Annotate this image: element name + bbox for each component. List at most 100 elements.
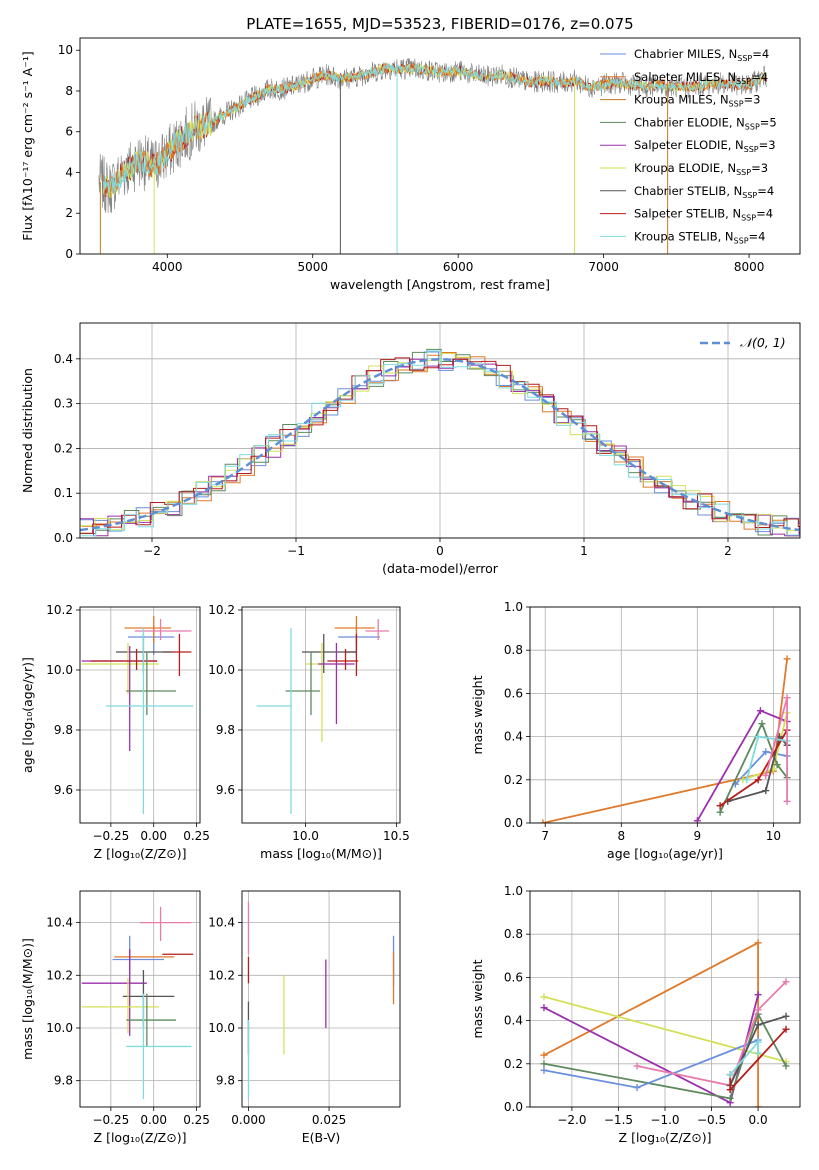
weight-line (719, 721, 788, 813)
y-tick-label: 0.6 (504, 686, 523, 700)
x-tick-label: 8 (617, 829, 625, 843)
plot-area-residuals (80, 348, 800, 537)
legend-label: Salpeter ELODIE, NSSP=3 (634, 138, 776, 154)
x-tick-label: −1.5 (604, 1113, 633, 1127)
x-tick-label: 7 (541, 829, 549, 843)
plot-area-weight-vs-Z (540, 939, 790, 1107)
legend-label: Chabrier ELODIE, NSSP=5 (634, 115, 777, 131)
y-tick-label: 9.6 (216, 783, 235, 797)
y-tick-label: 0.4 (504, 730, 523, 744)
legend-label: Salpeter MILES, NSSP=4 (634, 70, 768, 86)
y-tick-label: 10.4 (46, 916, 73, 930)
y-tick-label: 10.2 (46, 603, 73, 617)
x-axis-label: mass [log₁₀(M/M⊙)] (260, 846, 382, 861)
y-tick-label: 9.8 (54, 1074, 73, 1088)
x-tick-label: 7000 (588, 260, 619, 274)
y-tick-label: 6 (65, 125, 73, 139)
x-tick-label: 6000 (443, 260, 474, 274)
x-tick-label: −0.25 (92, 829, 129, 843)
x-tick-label: 0.00 (140, 829, 167, 843)
y-tick-label: 9.8 (54, 723, 73, 737)
y-tick-label: 0.4 (504, 1014, 523, 1028)
y-tick-label: 0.6 (504, 970, 523, 984)
x-tick-label: 5000 (297, 260, 328, 274)
y-tick-label: 10.2 (46, 968, 73, 982)
x-tick-label: −2.0 (557, 1113, 586, 1127)
axes-mass-vs-Z: −0.25 0.00 0.25 9.8 10.0 10.2 10.4 Z [log₁₀(Z/Z… (20, 890, 210, 1145)
y-tick-label: 10.0 (208, 663, 235, 677)
x-tick-label: −0.5 (697, 1113, 726, 1127)
plot-area-spectrum (98, 58, 767, 254)
axes-spectrum: 4000 5000 6000 7000 8000 0 2 4 6 8 10 wavelength [A… (20, 37, 801, 292)
plot-area-mass-vs-EBV (247, 901, 395, 1100)
y-tick-label: 0.2 (504, 1057, 523, 1071)
y-tick-label: 4 (65, 165, 73, 179)
y-tick-label: 2 (65, 206, 73, 220)
plot-area-weight-vs-age (539, 655, 791, 823)
y-axis-label: Flux [fλ10⁻¹⁷ erg cm⁻² s⁻¹ A⁻¹] (20, 51, 35, 240)
legend-label: Kroupa ELODIE, NSSP=3 (634, 161, 768, 177)
y-tick-label: 8 (65, 84, 73, 98)
x-axis-label: Z [log₁₀(Z/Z⊙)] (94, 846, 187, 861)
y-tick-label: 0.8 (504, 927, 523, 941)
spectrum-model-line (102, 62, 767, 195)
spectrum-model-line (102, 62, 767, 199)
y-tick-label: 9.8 (216, 1074, 235, 1088)
x-axis-label: (data-model)/error (382, 561, 499, 576)
x-tick-label: −2 (143, 544, 161, 558)
legend-label: Chabrier STELIB, NSSP=4 (634, 184, 774, 200)
y-tick-label: 0.0 (504, 1100, 523, 1114)
x-axis-label: wavelength [Angstrom, rest frame] (330, 277, 550, 292)
x-axis-label: E(B-V) (302, 1130, 341, 1145)
x-tick-label: 0.0 (749, 1113, 768, 1127)
x-tick-label: 0.25 (183, 1113, 210, 1127)
histogram-step (80, 358, 800, 537)
y-tick-label: 0.8 (504, 643, 523, 657)
axes-frame (241, 606, 401, 824)
axes-residuals: −2 −1 0 1 2 0.0 0.1 0.2 0.3 0.4 (data-model)/error… (20, 322, 801, 576)
x-tick-label: 9 (694, 829, 702, 843)
histogram-step (81, 348, 800, 537)
spectrum-model-line (102, 62, 767, 196)
x-tick-label: 0.025 (312, 1113, 346, 1127)
y-tick-label: 0 (65, 247, 73, 261)
y-tick-label: 0.2 (504, 773, 523, 787)
axes-age-vs-Z: −0.25 0.00 0.25 9.6 9.8 10.0 10.2 Z [log₁₀(Z/Z⊙… (20, 603, 210, 861)
x-tick-label: 1 (580, 544, 588, 558)
y-axis-label: mass [log₁₀(M/M⊙)] (20, 938, 35, 1060)
y-tick-label: 0.0 (54, 531, 73, 545)
axes-frame (79, 37, 801, 255)
figure-title: PLATE=1655, MJD=53523, FIBERID=0176, z=0… (246, 15, 633, 33)
y-axis-label: mass weight (470, 959, 485, 1038)
y-tick-label: 0.3 (54, 397, 73, 411)
x-tick-label: 4000 (152, 260, 183, 274)
axes-frame (241, 890, 401, 1108)
y-tick-label: 10.2 (208, 603, 235, 617)
axes-frame (79, 606, 201, 824)
y-tick-label: 1.0 (504, 600, 523, 614)
y-tick-label: 0.0 (504, 816, 523, 830)
legend-label: Kroupa MILES, NSSP=3 (634, 93, 760, 109)
legend-label: Kroupa STELIB, NSSP=4 (634, 229, 765, 245)
y-tick-label: 0.2 (54, 441, 73, 455)
y-tick-label: 10.0 (208, 1021, 235, 1035)
axes-weight-vs-Z: −2.0 −1.5 −1.0 −0.5 0.0 0.0 0.2 0.4 0.6 0.8 1.0 Z [… (470, 884, 801, 1145)
x-tick-label: 10.5 (383, 829, 410, 843)
x-tick-label: −1.0 (650, 1113, 679, 1127)
legend-label: Chabrier MILES, NSSP=4 (634, 47, 769, 63)
plot-area-mass-vs-Z (81, 906, 194, 1100)
y-tick-label: 10.2 (208, 968, 235, 982)
spectrum-legend: Chabrier MILES, NSSP=4 Salpeter MILES, NS… (600, 47, 777, 245)
x-tick-label: 10 (766, 829, 781, 843)
x-tick-label: 10.0 (292, 829, 319, 843)
axes-weight-vs-age: 7 8 9 10 0.0 0.2 0.4 0.6 0.8 1.0 age [log₁₀(age/yr… (470, 600, 801, 861)
x-tick-label: −1 (287, 544, 305, 558)
x-axis-label: age [log₁₀(age/yr)] (607, 846, 723, 861)
weight-line (542, 658, 788, 823)
x-tick-label: 2 (724, 544, 732, 558)
plot-area-age-vs-mass (256, 616, 390, 814)
x-tick-label: 0.000 (231, 1113, 265, 1127)
spectrum-data-line (98, 58, 767, 214)
y-tick-label: 1.0 (504, 884, 523, 898)
